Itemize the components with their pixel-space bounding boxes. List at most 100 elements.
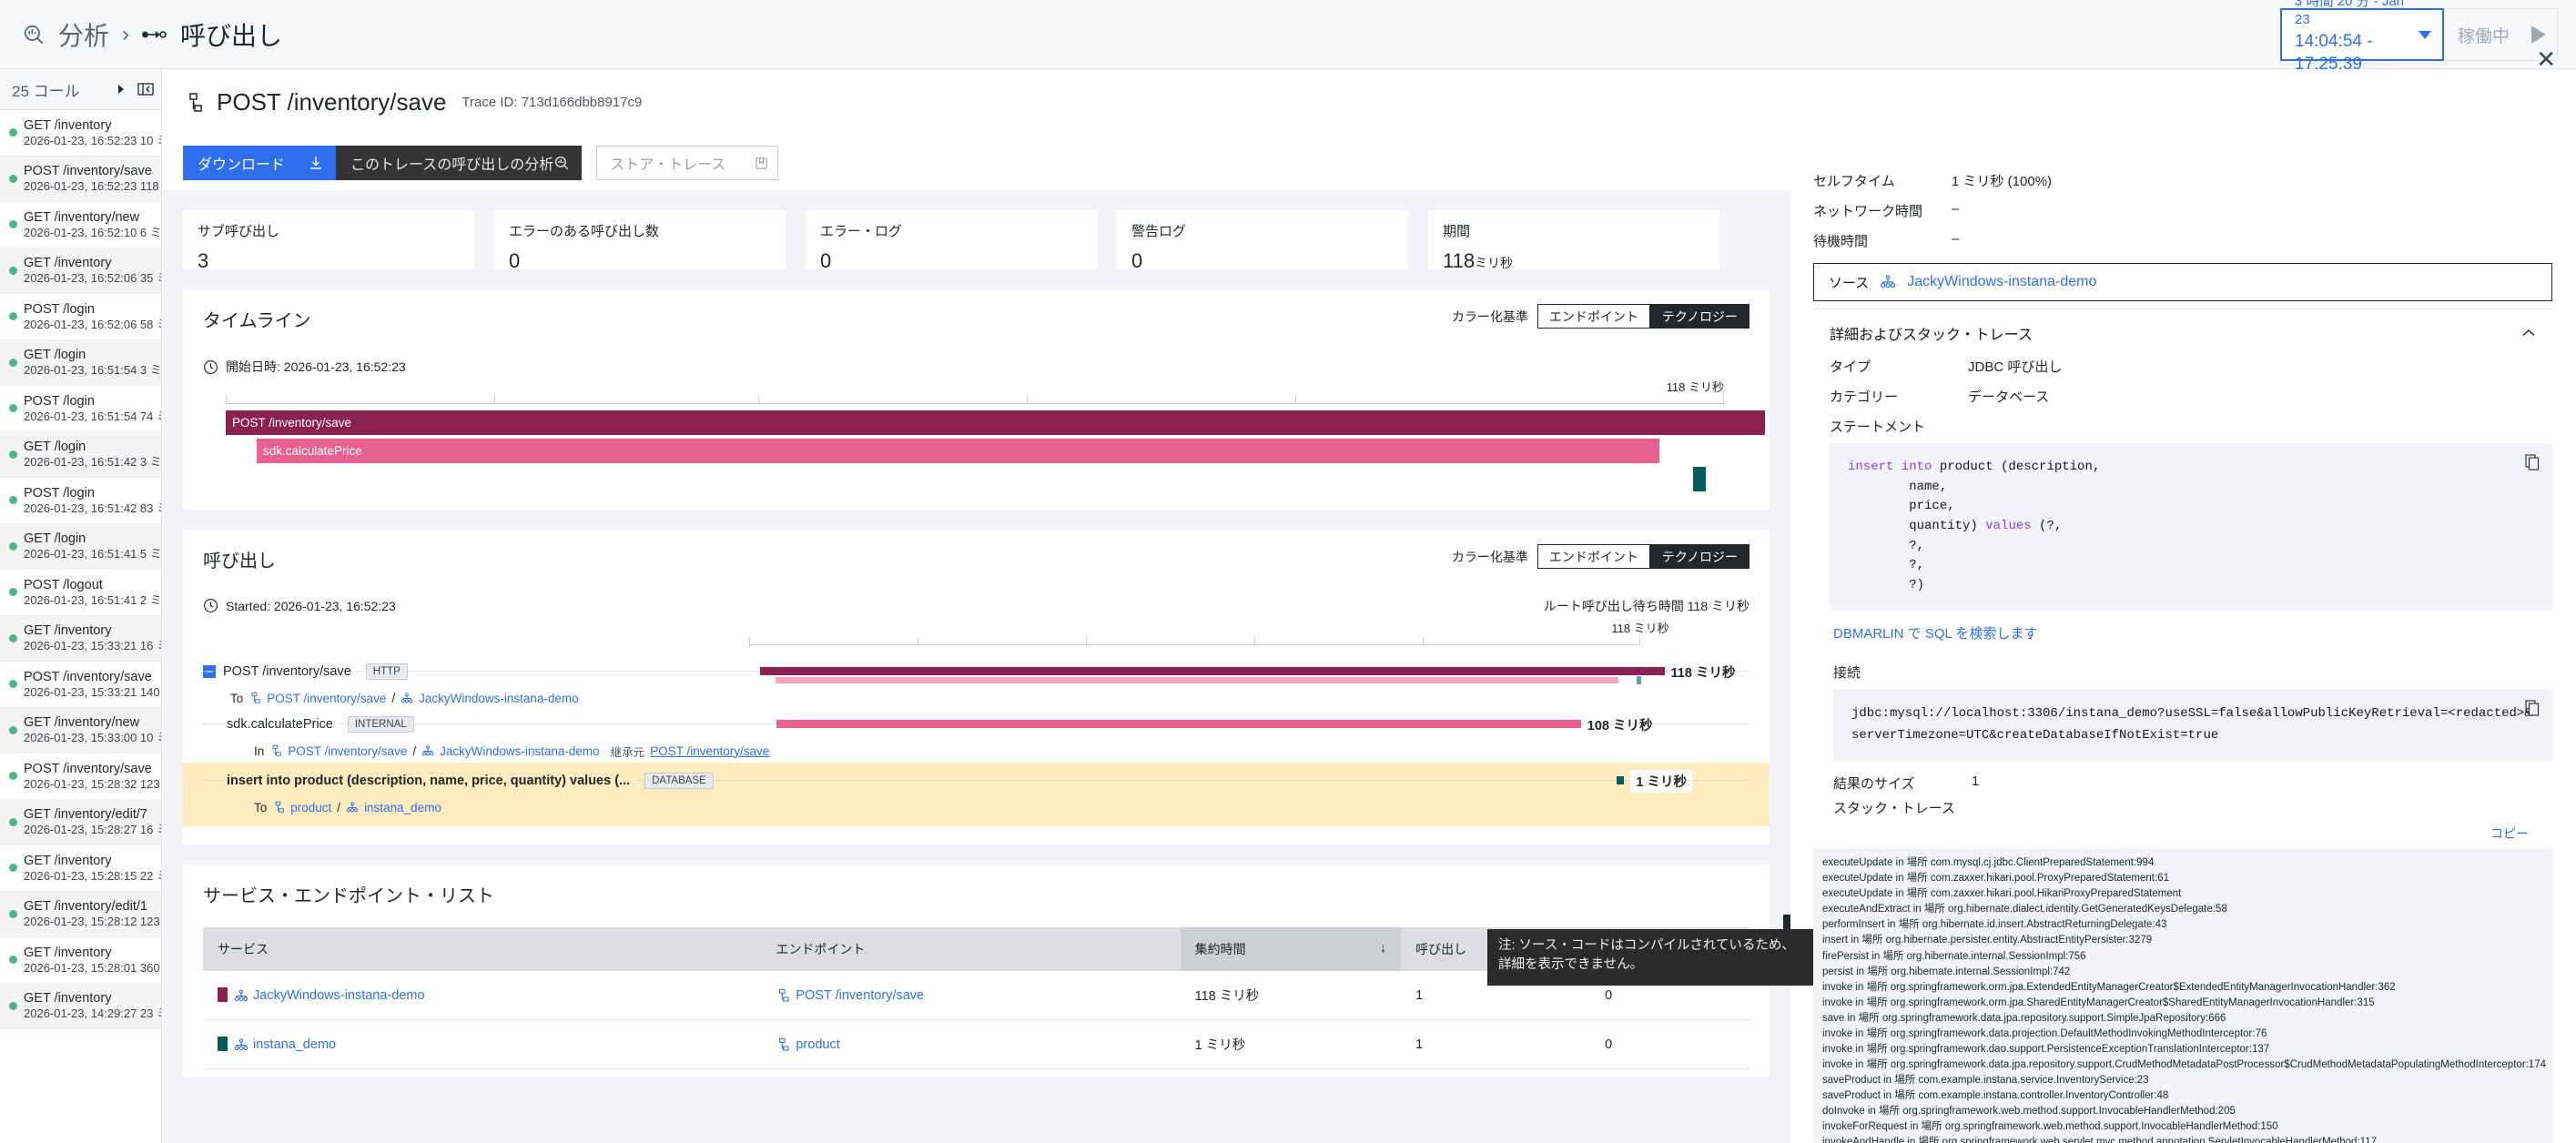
- list-item[interactable]: GET /inventory/new 2026-01-23, 16:52:10 6…: [0, 202, 161, 248]
- service-link[interactable]: JackyWindows-instana-demo: [253, 988, 425, 1003]
- close-icon[interactable]: ✕: [2536, 46, 2556, 73]
- breadcrumb-root[interactable]: 分析: [58, 21, 110, 50]
- cell-service: JackyWindows-instana-demo: [203, 971, 762, 1020]
- list-item[interactable]: POST /inventory/save 2026-01-23, 15:28:32…: [0, 754, 161, 800]
- collapse-toggle[interactable]: –: [203, 665, 216, 678]
- call-meta-row: To POST /inventory/save / JackyWindows-inst…: [203, 686, 1749, 710]
- list-item[interactable]: GET /inventory/edit/7 2026-01-23, 15:28:2…: [0, 799, 161, 845]
- section-title: 詳細およびスタック・トレース: [1830, 328, 2033, 343]
- source-value-link[interactable]: JackyWindows-instana-demo: [1907, 274, 2097, 289]
- timeline-bar[interactable]: sdk.calculatePrice: [256, 439, 1659, 463]
- cell-agg-time: 118 ミリ秒: [1180, 971, 1402, 1020]
- connection-box: jdbc:mysql://localhost:3306/instana_demo…: [1833, 688, 2552, 762]
- bookmark-icon[interactable]: [755, 157, 768, 170]
- calls-color-by: カラー化基準 エンドポイント テクノロジー: [1452, 544, 1749, 569]
- service-link[interactable]: instana_demo: [253, 1037, 337, 1052]
- timeline-bar-row[interactable]: sdk.calculatePrice: [203, 439, 1749, 463]
- call-meta: 2026-01-23, 15:28:32 123 ミリ秒: [24, 776, 161, 791]
- list-item[interactable]: POST /inventory/save 2026-01-23, 15:33:21…: [0, 662, 161, 708]
- call-tree-node[interactable]: insert into product (description, name, …: [183, 763, 1770, 826]
- copy-icon[interactable]: [2525, 454, 2540, 479]
- call-duration-bar[interactable]: [776, 720, 1581, 728]
- download-button[interactable]: ダウンロード: [183, 146, 336, 180]
- store-trace-input[interactable]: ストア・トレース: [596, 146, 779, 180]
- timeline-panel: タイムライン カラー化基準 エンドポイント テクノロジー 開始日時: 2026-…: [183, 289, 1770, 510]
- details-stacktrace-section-header[interactable]: 詳細およびスタック・トレース: [1813, 309, 2552, 357]
- call-tree-row[interactable]: – POST /inventory/save HTTP 118 ミリ秒: [203, 657, 1749, 686]
- call-duration-bar[interactable]: [1616, 776, 1625, 784]
- chevron-up-icon[interactable]: [2521, 329, 2536, 338]
- tab-technology[interactable]: テクノロジー: [1649, 304, 1749, 329]
- table-header-cell[interactable]: エンドポイント: [761, 927, 1181, 971]
- table-header-cell[interactable]: サービス: [203, 927, 762, 971]
- tab-technology[interactable]: テクノロジー: [1649, 544, 1749, 569]
- table-row[interactable]: JackyWindows-instana-demo POST /inventory…: [203, 971, 1749, 1020]
- list-item[interactable]: POST /inventory/save 2026-01-23, 16:52:23…: [0, 156, 161, 202]
- copy-icon[interactable]: [2525, 700, 2540, 725]
- list-item[interactable]: GET /inventory/new 2026-01-23, 15:33:00 1…: [0, 707, 161, 754]
- play-icon[interactable]: [2530, 25, 2546, 44]
- analyze-trace-calls-button[interactable]: このトレースの呼び出しの分析: [336, 146, 583, 180]
- call-meta: 2026-01-23, 15:28:27 16 ミリ秒: [24, 823, 161, 837]
- summary-card: 警告ログ 0: [1117, 210, 1408, 272]
- action-row: ダウンロード このトレースの呼び出しの分析 ストア・トレース: [163, 136, 2576, 190]
- live-mode-button[interactable]: 稼働中: [2447, 8, 2558, 61]
- copy-stacktrace-button[interactable]: コピー: [2490, 826, 2529, 842]
- sort-desc-arrow-icon[interactable]: ↓: [1380, 940, 1387, 955]
- endpoint-link[interactable]: POST /inventory/save: [796, 987, 925, 1003]
- tab-endpoint[interactable]: エンドポイント: [1536, 544, 1650, 569]
- stacktrace-line: executeUpdate in 場所 com.zaxxer.hikari.po…: [1822, 873, 2169, 885]
- endpoint-link[interactable]: POST /inventory/save: [288, 743, 408, 758]
- service-link[interactable]: JackyWindows-instana-demo: [440, 743, 600, 758]
- direction-label: In: [254, 743, 265, 758]
- endpoint-link[interactable]: POST /inventory/save: [267, 691, 387, 705]
- collapse-panel-icon[interactable]: [137, 82, 154, 96]
- table-row[interactable]: instana_demo product 1 ミリ秒 1 0: [203, 1019, 1749, 1069]
- call-name: GET /inventory: [24, 991, 112, 1006]
- call-duration-bar[interactable]: [759, 667, 1665, 675]
- inherited-from-link[interactable]: POST /inventory/save: [650, 743, 770, 758]
- list-item[interactable]: GET /inventory/edit/1 2026-01-23, 15:28:1…: [0, 891, 161, 937]
- call-tree-row[interactable]: insert into product (description, name, …: [203, 766, 1749, 795]
- expand-arrow-icon[interactable]: [116, 83, 127, 96]
- dbmarlin-search-link[interactable]: DBMARLIN で SQL を検索します: [1833, 625, 2038, 642]
- timeline-bar[interactable]: [1693, 467, 1706, 491]
- status-dot: [9, 772, 17, 781]
- timeline-bar-row[interactable]: [203, 467, 1749, 491]
- call-meta: 2026-01-23, 15:33:00 10 ミリ秒: [24, 731, 161, 745]
- call-tree-row[interactable]: sdk.calculatePrice INTERNAL 108 ミリ秒: [203, 710, 1749, 739]
- chevron-down-icon[interactable]: [2419, 30, 2431, 39]
- calls-axis-max: 118 ミリ秒: [1611, 622, 1669, 635]
- endpoint-link[interactable]: product: [290, 800, 332, 814]
- summary-card: エラー・ログ 0: [806, 210, 1097, 272]
- kv-key: セルフタイム: [1813, 174, 1895, 189]
- service-link[interactable]: instana_demo: [364, 800, 441, 814]
- stacktrace-line: insert in 場所 org.hibernate.persister.ent…: [1822, 935, 2153, 946]
- call-tree-node[interactable]: – POST /inventory/save HTTP 118 ミリ秒 To POST /…: [203, 657, 1749, 710]
- call-tree-node[interactable]: sdk.calculatePrice INTERNAL 108 ミリ秒 In POST …: [203, 710, 1749, 763]
- timeline-bar[interactable]: POST /inventory/save: [226, 410, 1765, 435]
- stacktrace-line: saveProduct in 場所 com.example.instana.co…: [1822, 1089, 2169, 1101]
- source-field[interactable]: ソース JackyWindows-instana-demo: [1813, 263, 2552, 301]
- tab-endpoint[interactable]: エンドポイント: [1536, 304, 1650, 329]
- table-header-cell[interactable]: 集約時間 ↓: [1180, 927, 1402, 971]
- time-range-picker[interactable]: 3 時間 20 分 - Jan 23 14:04:54 - 17:25:39: [2280, 0, 2444, 74]
- timeline-bar-row[interactable]: POST /inventory/save: [203, 410, 1765, 435]
- endpoint-link[interactable]: product: [796, 1037, 840, 1052]
- status-dot: [9, 817, 17, 826]
- service-link[interactable]: JackyWindows-instana-demo: [419, 691, 579, 705]
